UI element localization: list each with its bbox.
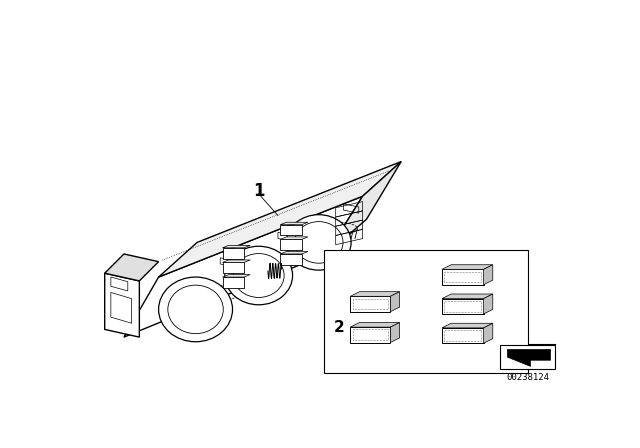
Polygon shape [280,239,302,250]
Polygon shape [442,294,493,299]
Polygon shape [280,254,302,265]
Polygon shape [442,265,493,269]
Bar [500,345,555,370]
Polygon shape [280,237,308,239]
Polygon shape [442,328,484,343]
Polygon shape [159,162,401,277]
Polygon shape [350,296,390,312]
Polygon shape [484,294,493,314]
Polygon shape [350,327,390,343]
Ellipse shape [225,246,292,305]
Polygon shape [223,260,250,263]
Polygon shape [442,299,484,314]
Polygon shape [223,246,250,248]
Polygon shape [124,196,363,337]
Polygon shape [390,323,399,343]
Bar [324,250,528,373]
Polygon shape [484,323,493,343]
Polygon shape [223,277,244,288]
Polygon shape [484,265,493,285]
Polygon shape [105,254,159,281]
Polygon shape [442,269,484,285]
Polygon shape [350,323,399,327]
Text: 00238124: 00238124 [506,373,549,382]
Polygon shape [223,275,250,277]
Text: 2: 2 [334,319,345,335]
Polygon shape [223,263,244,273]
Polygon shape [280,251,308,254]
Polygon shape [508,349,550,366]
Polygon shape [223,248,244,258]
Polygon shape [105,273,140,337]
Polygon shape [326,162,401,254]
Polygon shape [390,292,399,312]
Ellipse shape [159,277,232,342]
Polygon shape [350,292,399,296]
Ellipse shape [287,215,351,270]
Text: 1: 1 [253,182,264,200]
Polygon shape [280,222,308,225]
Polygon shape [442,323,493,328]
Polygon shape [280,225,302,236]
